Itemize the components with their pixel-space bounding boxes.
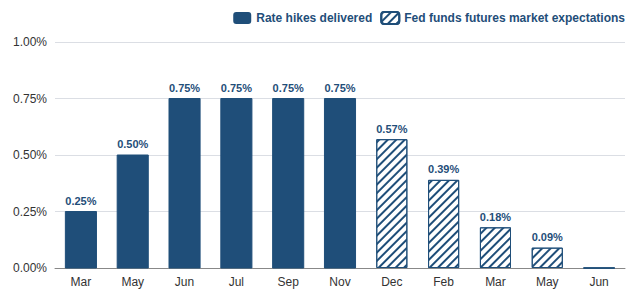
svg-text:0.18%: 0.18% <box>480 211 511 223</box>
svg-text:May: May <box>536 275 559 289</box>
svg-text:Jun: Jun <box>589 275 608 289</box>
svg-text:Sep: Sep <box>278 275 300 289</box>
svg-text:May: May <box>121 275 144 289</box>
svg-text:0.75%: 0.75% <box>221 82 252 94</box>
svg-text:0.00%: 0.00% <box>13 261 47 275</box>
svg-text:0.25%: 0.25% <box>65 195 96 207</box>
svg-text:Feb: Feb <box>433 275 454 289</box>
svg-text:0.75%: 0.75% <box>13 92 47 106</box>
svg-text:0.09%: 0.09% <box>532 231 563 243</box>
svg-text:Nov: Nov <box>329 275 350 289</box>
svg-text:0.75%: 0.75% <box>169 82 200 94</box>
svg-text:Dec: Dec <box>381 275 402 289</box>
svg-text:0.50%: 0.50% <box>117 138 148 150</box>
svg-text:Mar: Mar <box>485 275 506 289</box>
svg-text:Fed funds futures market expec: Fed funds futures market expectations <box>404 11 625 25</box>
svg-text:Jul: Jul <box>229 275 244 289</box>
svg-text:Mar: Mar <box>71 275 92 289</box>
svg-text:0.50%: 0.50% <box>13 148 47 162</box>
svg-text:0.39%: 0.39% <box>428 163 459 175</box>
svg-text:Rate hikes delivered: Rate hikes delivered <box>256 11 372 25</box>
svg-text:Jun: Jun <box>175 275 194 289</box>
svg-text:1.00%: 1.00% <box>13 35 47 49</box>
svg-text:0.75%: 0.75% <box>273 82 304 94</box>
svg-text:0.57%: 0.57% <box>376 123 407 135</box>
svg-text:0.25%: 0.25% <box>13 205 47 219</box>
svg-text:0.75%: 0.75% <box>324 82 355 94</box>
